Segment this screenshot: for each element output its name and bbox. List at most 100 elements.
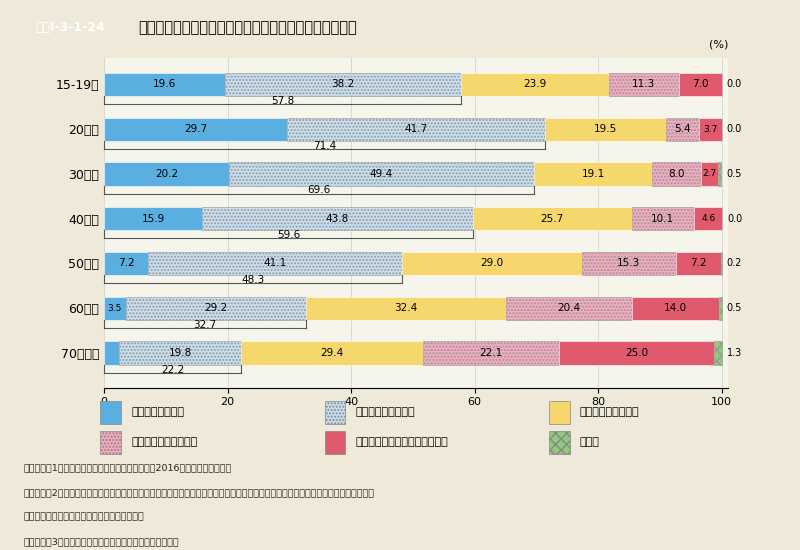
Text: 11.3: 11.3 bbox=[632, 79, 655, 90]
Text: 14.0: 14.0 bbox=[664, 303, 687, 313]
Bar bbox=[104, 207, 202, 230]
Bar bbox=[402, 252, 582, 275]
Bar bbox=[652, 162, 702, 185]
FancyBboxPatch shape bbox=[325, 431, 346, 454]
Text: 29.0: 29.0 bbox=[481, 258, 503, 268]
Bar bbox=[702, 162, 718, 185]
Text: 3.5: 3.5 bbox=[108, 304, 122, 313]
Text: すか。」との問に対する回答。: すか。」との問に対する回答。 bbox=[24, 513, 145, 522]
Bar bbox=[582, 252, 676, 275]
Text: 0.5: 0.5 bbox=[726, 169, 742, 179]
Text: 20.4: 20.4 bbox=[558, 303, 581, 313]
Bar bbox=[678, 73, 722, 96]
Text: （備考）　1．消費者庁「消費者意識基本調査」（2016年度）により作成。: （備考） 1．消費者庁「消費者意識基本調査」（2016年度）により作成。 bbox=[24, 464, 232, 473]
Bar bbox=[241, 342, 422, 365]
Text: 41.1: 41.1 bbox=[264, 258, 287, 268]
Text: 19.8: 19.8 bbox=[168, 348, 192, 358]
Bar bbox=[473, 207, 632, 230]
Bar bbox=[104, 252, 149, 275]
Bar bbox=[718, 162, 722, 185]
Bar bbox=[609, 73, 678, 96]
Text: 15.9: 15.9 bbox=[142, 214, 165, 224]
Bar bbox=[104, 73, 225, 96]
Text: 25.0: 25.0 bbox=[625, 348, 648, 358]
Text: 2．「商品やサービスを検討するときにクチコミを参考にする」との考え方や頻度について、あなたはどの程度当てはまりま: 2．「商品やサービスを検討するときにクチコミを参考にする」との考え方や頻度につい… bbox=[24, 488, 374, 497]
Bar bbox=[306, 296, 506, 320]
Bar bbox=[104, 118, 287, 141]
Bar bbox=[119, 342, 241, 365]
Bar bbox=[559, 342, 714, 365]
Text: 59.6: 59.6 bbox=[277, 230, 300, 240]
Text: ある程度当てはまる: ある程度当てはまる bbox=[355, 407, 415, 417]
Text: かなり当てはまる: かなり当てはまる bbox=[131, 407, 184, 417]
Bar bbox=[422, 342, 559, 365]
Text: 図表I-3-1-24: 図表I-3-1-24 bbox=[35, 21, 105, 34]
Text: 0.5: 0.5 bbox=[726, 303, 742, 313]
Text: ほとんど・全く当てはまらない: ほとんど・全く当てはまらない bbox=[355, 437, 448, 447]
Bar bbox=[104, 342, 119, 365]
Bar bbox=[676, 252, 721, 275]
Text: 7.2: 7.2 bbox=[118, 258, 134, 268]
Text: 0.2: 0.2 bbox=[726, 258, 742, 268]
Text: 43.8: 43.8 bbox=[326, 214, 349, 224]
Text: 32.4: 32.4 bbox=[394, 303, 418, 313]
Text: 19.1: 19.1 bbox=[582, 169, 605, 179]
Text: 29.4: 29.4 bbox=[320, 348, 344, 358]
Text: どちらともいえない: どちらともいえない bbox=[580, 407, 639, 417]
Bar bbox=[287, 118, 545, 141]
FancyBboxPatch shape bbox=[101, 431, 121, 454]
Text: 8.0: 8.0 bbox=[669, 169, 685, 179]
FancyBboxPatch shape bbox=[550, 400, 570, 424]
Text: 7.0: 7.0 bbox=[692, 79, 709, 90]
Bar bbox=[461, 73, 609, 96]
Bar bbox=[149, 252, 402, 275]
Text: 23.9: 23.9 bbox=[523, 79, 546, 90]
Bar bbox=[714, 342, 722, 365]
Text: 32.7: 32.7 bbox=[194, 320, 217, 330]
Text: 22.2: 22.2 bbox=[161, 365, 184, 375]
Text: 22.1: 22.1 bbox=[479, 348, 502, 358]
Text: 69.6: 69.6 bbox=[307, 185, 330, 195]
Text: 57.8: 57.8 bbox=[271, 96, 294, 106]
Text: 49.4: 49.4 bbox=[370, 169, 393, 179]
Bar bbox=[202, 207, 473, 230]
Text: 38.2: 38.2 bbox=[331, 79, 354, 90]
Bar bbox=[699, 118, 722, 141]
Text: 1.3: 1.3 bbox=[726, 348, 742, 358]
Text: 2.7: 2.7 bbox=[702, 169, 717, 178]
Text: 20.2: 20.2 bbox=[155, 169, 178, 179]
Text: 0.0: 0.0 bbox=[726, 124, 742, 134]
Bar bbox=[545, 118, 666, 141]
Text: (%): (%) bbox=[709, 40, 728, 49]
Text: 41.7: 41.7 bbox=[405, 124, 428, 134]
Bar bbox=[666, 118, 699, 141]
Bar bbox=[534, 162, 652, 185]
Bar bbox=[718, 296, 722, 320]
Text: 15.3: 15.3 bbox=[618, 258, 641, 268]
Text: あまり当てはまらない: あまり当てはまらない bbox=[131, 437, 198, 447]
Bar bbox=[721, 252, 722, 275]
Text: 3.7: 3.7 bbox=[703, 125, 718, 134]
Text: 19.5: 19.5 bbox=[594, 124, 617, 134]
Bar bbox=[104, 296, 126, 320]
Bar bbox=[694, 207, 722, 230]
Text: 71.4: 71.4 bbox=[313, 141, 336, 151]
Bar bbox=[506, 296, 632, 320]
Text: 29.2: 29.2 bbox=[204, 303, 227, 313]
Text: 0.0: 0.0 bbox=[726, 79, 742, 90]
Text: 無回答: 無回答 bbox=[580, 437, 600, 447]
Text: 10.1: 10.1 bbox=[651, 214, 674, 224]
Bar bbox=[229, 162, 534, 185]
FancyBboxPatch shape bbox=[101, 400, 121, 424]
Bar bbox=[632, 296, 718, 320]
Bar bbox=[126, 296, 306, 320]
Text: 4.6: 4.6 bbox=[701, 214, 715, 223]
Text: 0.0: 0.0 bbox=[727, 214, 742, 224]
Text: 29.7: 29.7 bbox=[184, 124, 207, 134]
Bar bbox=[104, 162, 229, 185]
Bar bbox=[632, 207, 694, 230]
Text: 商品やサービスを検討するときにクチコミを参考にする: 商品やサービスを検討するときにクチコミを参考にする bbox=[138, 20, 358, 35]
Text: 48.3: 48.3 bbox=[242, 275, 265, 285]
FancyBboxPatch shape bbox=[550, 431, 570, 454]
Text: 5.4: 5.4 bbox=[674, 124, 690, 134]
